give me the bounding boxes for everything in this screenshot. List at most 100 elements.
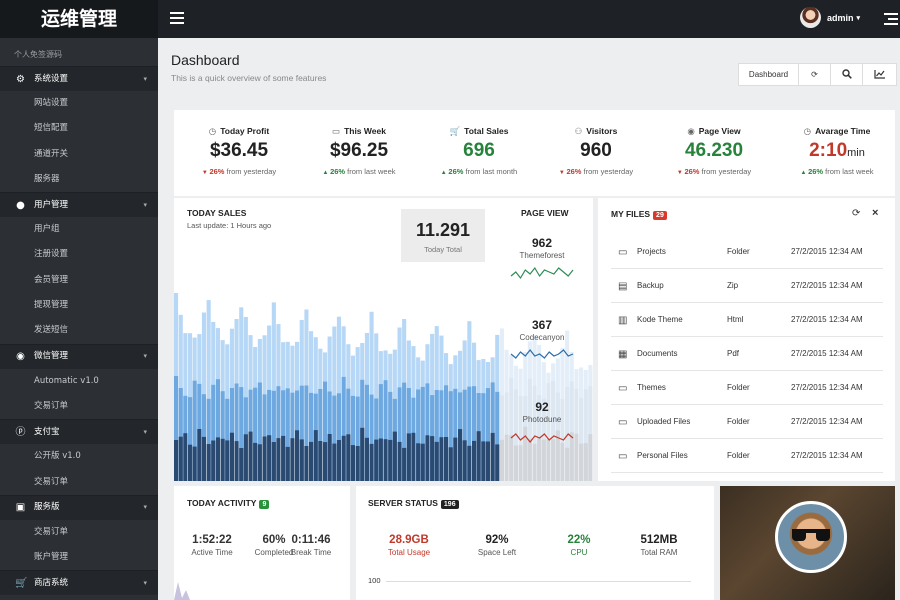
app-logo[interactable]: 运维管理 [0,0,158,38]
stat-value: 2:10min [777,140,897,163]
sales-bar-chart [174,293,593,481]
sidebar-item[interactable]: 交易订单 [34,400,69,411]
close-icon[interactable]: × [872,207,879,219]
pdf-file-icon: ▦ [618,349,628,360]
sales-bar-segment [551,381,556,481]
sidebar-item[interactable]: 发送短信 [34,325,69,336]
sales-bar-segment [569,381,574,481]
activity-metric: 60% Completed [251,534,297,557]
arrow-down-icon: ▼ [676,170,685,176]
today-total-value: 11.291 [415,220,471,240]
stat-comparison: ▼ 26% from yesterday [654,167,774,176]
sales-bar-segment [397,441,402,481]
sales-bar-segment [485,388,490,481]
sidebar-item[interactable]: Automatic v1.0 [34,375,99,386]
sidebar-section-0[interactable]: ⚙ 系统设置 ▾ [0,66,158,91]
stat-value: $96.25 [299,140,419,163]
sidebar-section-2[interactable]: ◉ 微信管理 ▾ [0,343,158,369]
sales-bar-segment [350,395,355,481]
sales-bar-segment [499,395,504,481]
sidebar-item[interactable]: 会员管理 [34,274,69,285]
sidebar-item[interactable]: 短信配置 [34,123,69,134]
sales-bar-segment [448,447,453,481]
file-row[interactable]: ▭ Uploaded Files Folder 27/2/2015 12:34 AM [611,405,883,439]
file-row[interactable]: ▦ Documents Pdf 27/2/2015 12:34 AM [611,337,883,371]
sales-bar-segment [285,388,290,481]
sidebar-section-4[interactable]: ▣ 服务版 ▾ [0,494,158,520]
sales-bar-segment [355,446,360,481]
page-view-sparkline [510,266,574,280]
sales-bar-segment [518,396,523,481]
page-view-sparkline [510,349,574,359]
sales-bar-segment [476,431,481,481]
page-view-0: 962 Themeforest [507,236,577,288]
sidebar-item[interactable]: 用户组 [34,224,60,235]
sidebar-item[interactable]: 服务器 [34,173,60,184]
chart-button[interactable] [863,64,896,85]
file-row[interactable]: ▭ Projects Folder 27/2/2015 12:34 AM [611,235,883,269]
right-panel-toggle-icon[interactable] [884,13,898,28]
sales-bar-segment [318,441,323,481]
sales-bar-segment [225,440,230,481]
sidebar-item[interactable]: 公开版 v1.0 [34,451,81,462]
file-date: 27/2/2015 12:34 AM [791,417,863,426]
sidebar-section-1[interactable]: ● 用户管理 ▾ [0,192,158,218]
sales-bar-segment [215,437,220,481]
activity-metric-value: 0:11:46 [291,534,331,546]
sidebar-section-3[interactable]: ⓟ 支付宝 ▾ [0,419,158,445]
file-row[interactable]: ▭ Themes Folder 27/2/2015 12:34 AM [611,371,883,405]
sidebar-item[interactable]: 交易订单 [34,476,69,487]
sidebar-item[interactable]: 账户管理 [34,552,69,563]
menu-toggle-icon[interactable] [170,12,184,27]
sales-bar-segment [532,443,537,481]
sidebar-item[interactable]: 通道开关 [34,148,69,159]
server-metric-value: 28.9GB [389,534,429,546]
alipay-icon: ⓟ [15,426,26,438]
sidebar-item[interactable]: 交易订单 [34,526,69,537]
file-date: 27/2/2015 12:34 AM [791,451,863,460]
sidebar-item[interactable]: 提现管理 [34,300,69,311]
server-metric: 28.9GB Total Usage [376,534,442,557]
today-total-label: Today Total [424,245,462,254]
sales-title: TODAY SALES [187,208,247,218]
arrow-down-icon: ▼ [558,170,567,176]
refresh-button[interactable]: ⟳ [799,64,831,85]
user-name: admin [827,12,854,23]
sales-bar-segment [281,390,286,481]
stat-reference: from last week [825,167,874,176]
sales-bar-segment [183,433,188,481]
users-icon: ⚇ [574,126,583,136]
sales-bar-segment [188,444,193,481]
sidebar-section-5[interactable]: 🛒 商店系统 ▾ [0,570,158,596]
sales-bar-segment [439,437,444,481]
dashboard-button[interactable]: Dashboard [739,64,799,85]
sales-bar-segment [467,386,472,481]
sidebar: 个人免签源码 ⚙ 系统设置 ▾ 网站设置 短信配置 通道开关 服务器 ● 用户管理 ▾ 用户组 注册设… [0,38,158,600]
stat-value: $36.45 [179,140,299,163]
server-axis-tick: 100 [368,576,381,585]
sidebar-item[interactable]: 网站设置 [34,98,69,108]
sales-bar-segment [225,398,230,481]
search-button[interactable] [831,64,863,85]
user-icon: ● [16,199,25,211]
file-name: Documents [637,349,678,358]
user-menu[interactable]: admin ▾ [800,7,860,28]
sales-bar-segment [518,445,523,481]
sales-bar-segment [425,435,430,481]
stat-comparison: ▼ 26% from yesterday [179,167,299,176]
sales-bar-segment [206,398,211,481]
file-row[interactable]: ▤ Backup Zip 27/2/2015 12:34 AM [611,269,883,303]
stat-comparison: ▲ 26% from last week [777,167,897,176]
file-type: Folder [727,247,750,256]
profile-photo[interactable] [775,501,847,573]
sales-bar-segment [174,376,179,481]
sales-bar-segment [472,386,477,481]
sales-bar-segment [527,438,532,481]
sidebar-item[interactable]: 注册设置 [34,249,69,260]
sales-bar-segment [364,437,369,481]
sales-bar-segment [346,434,351,481]
refresh-icon[interactable]: ⟳ [852,208,861,219]
file-row[interactable]: ▥ Kode Theme Html 27/2/2015 12:34 AM [611,303,883,337]
file-row[interactable]: ▭ Personal Files Folder 27/2/2015 12:34 AM [611,439,883,473]
stat-label-text: Visitors [586,126,618,136]
